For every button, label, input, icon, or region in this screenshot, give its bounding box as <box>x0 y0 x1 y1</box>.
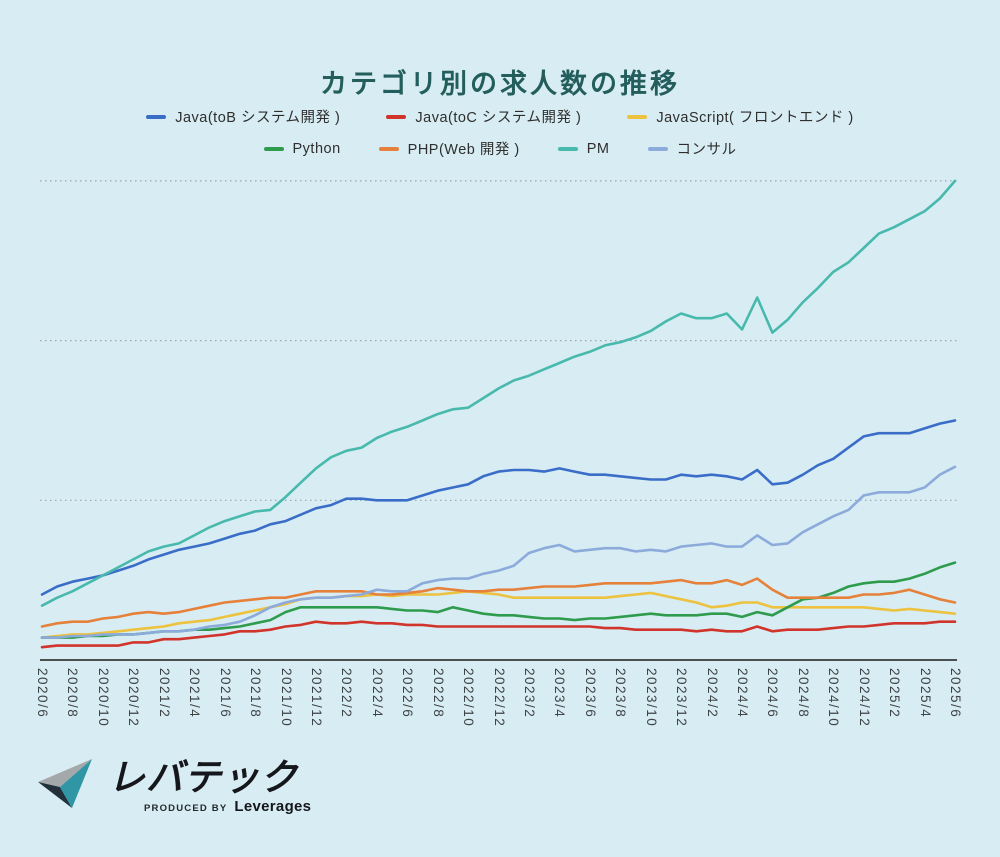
x-tick-label-2023-4: 2023/4 <box>552 668 568 719</box>
legend-label-python: Python <box>292 140 341 157</box>
x-tick-label-2024-4: 2024/4 <box>735 668 750 719</box>
x-tick-label-2022-4: 2022/4 <box>369 668 385 719</box>
x-tick-label-2025-6: 2025/6 <box>948 668 963 719</box>
legend-item-python: Python <box>263 140 341 157</box>
legend-item-java-toc: Java(toC システム開発 ) <box>386 106 581 127</box>
legend-item-consul: コンサル <box>647 138 737 159</box>
legend-marker-pm <box>557 146 578 151</box>
produced-by-label: PRODUCED BY <box>144 803 228 814</box>
x-tick-label-2024-2: 2024/2 <box>704 668 720 719</box>
x-tick-label-2022-12: 2022/12 <box>491 668 507 728</box>
x-tick-label-2021-12: 2021/12 <box>308 668 324 728</box>
legend-label-javascript: JavaScript( フロントエンド ) <box>656 110 854 126</box>
x-tick-label-2022-6: 2022/6 <box>400 668 416 719</box>
x-tick-label-2021-8: 2021/8 <box>248 668 263 719</box>
legend-item-javascript: JavaScript( フロントエンド ) <box>627 106 853 127</box>
legend-item-java-tob: Java(toB システム開発 ) <box>146 106 340 127</box>
x-tick-label-2025-2: 2025/2 <box>887 668 903 719</box>
x-tick-label-2021-4: 2021/4 <box>187 668 203 719</box>
leverages-label: Leverages <box>234 798 312 815</box>
legend-marker-java-toc <box>386 114 407 119</box>
x-tick-label-2023-8: 2023/8 <box>613 668 629 719</box>
page-title: カテゴリ別の求人数の推移 <box>320 69 680 100</box>
x-tick-label-2020-8: 2020/8 <box>65 668 81 719</box>
x-tick-label-2020-12: 2020/12 <box>126 668 142 728</box>
x-tick-label-2024-10: 2024/10 <box>826 668 842 728</box>
series-line-java-tob- <box>40 419 957 596</box>
x-tick-label-2022-2: 2022/2 <box>339 668 355 719</box>
levtech-logo: レバテック PRODUCED BY Leverages <box>32 756 311 815</box>
legend-label-pm: PM <box>586 140 610 157</box>
series-line-php-web- <box>40 577 957 628</box>
x-tick-label-2025-4: 2025/4 <box>917 668 933 719</box>
levtech-logo-name: レバテック <box>108 757 298 798</box>
x-tick-label-2024-12: 2024/12 <box>856 668 872 728</box>
x-tick-label-2024-6: 2024/6 <box>765 668 781 719</box>
legend-label-java-tob: Java(toB システム開発 ) <box>175 110 341 126</box>
legend-item-php: PHP(Web 開発 ) <box>378 138 520 159</box>
series-line-javascript- <box>40 589 957 639</box>
x-tick-label-2022-8: 2022/8 <box>430 668 446 719</box>
legend-marker-javascript <box>627 114 648 119</box>
levtech-logo-text: レバテック PRODUCED BY Leverages <box>108 756 311 815</box>
legend-marker-java-tob <box>146 114 167 119</box>
legend-label-php: PHP(Web 開発 ) <box>407 142 520 158</box>
legend-row-1: Java(toB システム開発 ) Java(toC システム開発 ) JavaSc… <box>0 106 1000 127</box>
legend-marker-php <box>378 146 399 151</box>
x-tick-label-2021-10: 2021/10 <box>278 668 294 728</box>
line-chart <box>40 179 957 661</box>
legend-label-consul: コンサル <box>676 142 737 158</box>
legend-marker-python <box>263 146 284 151</box>
levtech-logo-subline: PRODUCED BY Leverages <box>144 798 311 815</box>
x-tick-label-2020-6: 2020/6 <box>35 668 50 719</box>
x-tick-label-2023-2: 2023/2 <box>521 668 537 719</box>
x-tick-label-2023-12: 2023/12 <box>674 668 690 728</box>
legend-marker-consul <box>647 146 668 151</box>
series-line-pm <box>40 179 957 608</box>
legend-label-java-toc: Java(toC システム開発 ) <box>415 110 582 126</box>
levtech-logo-icon <box>38 759 92 808</box>
legend-item-pm: PM <box>557 140 610 157</box>
x-tick-label-2023-10: 2023/10 <box>643 668 659 728</box>
x-tick-label-2022-10: 2022/10 <box>461 668 477 728</box>
x-tick-label-2023-6: 2023/6 <box>582 668 598 719</box>
x-tick-label-2021-2: 2021/2 <box>156 668 172 719</box>
x-tick-label-2024-8: 2024/8 <box>795 668 811 719</box>
chart-legend: Java(toB システム開発 ) Java(toC システム開発 ) JavaSc… <box>0 106 1000 170</box>
x-tick-label-2020-10: 2020/10 <box>95 668 111 728</box>
x-tick-label-2021-6: 2021/6 <box>217 668 233 719</box>
series-line-java-toc- <box>40 620 957 649</box>
series-line-- <box>40 465 957 639</box>
legend-row-2: Python PHP(Web 開発 ) PM コンサル <box>0 138 1000 159</box>
